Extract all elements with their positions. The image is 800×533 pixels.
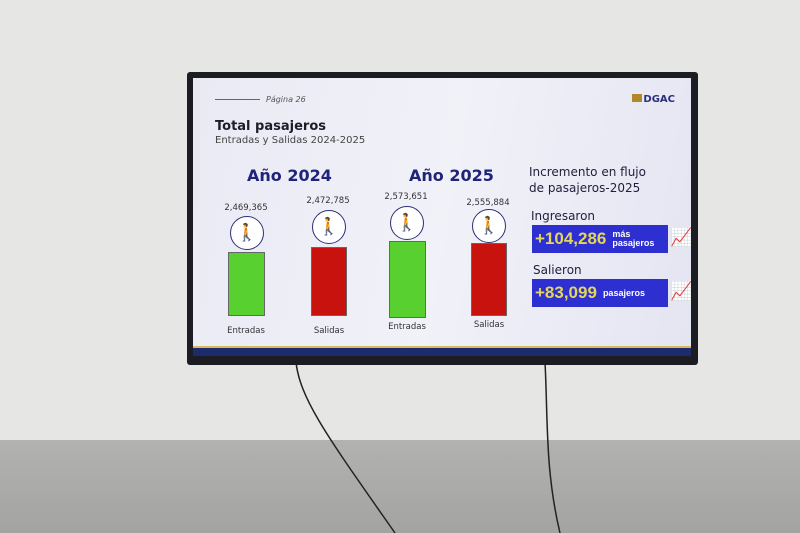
value-2024-salidas: 2,472,785 xyxy=(306,196,350,206)
label-2025-salidas: Salidas xyxy=(473,320,505,330)
bar-2024-salidas xyxy=(311,247,347,316)
value-2024-entradas: 2,469,365 xyxy=(224,203,268,213)
slide: Página 26 DGAC Total pasajeros Entradas … xyxy=(193,78,691,356)
dgac-logo: DGAC xyxy=(632,94,675,105)
salieron-box: +83,099 pasajeros xyxy=(532,279,668,307)
label-2025-entradas: Entradas xyxy=(388,322,426,332)
passenger-arrival-icon: 🚶 xyxy=(230,216,264,250)
bar-2024-entradas xyxy=(228,252,265,316)
floor-wall-band xyxy=(0,440,800,533)
passenger-departure-icon: 🚶 xyxy=(472,209,506,243)
year-2025-heading: Año 2025 xyxy=(409,166,494,185)
ingresaron-box: +104,286 más pasajeros xyxy=(532,225,668,253)
television: Página 26 DGAC Total pasajeros Entradas … xyxy=(187,72,698,365)
year-2024-heading: Año 2024 xyxy=(247,166,332,185)
bar-2025-salidas xyxy=(471,243,507,316)
growth-chart-icon: 📈 xyxy=(670,281,691,302)
growth-chart-icon: 📈 xyxy=(670,227,691,248)
slide-title: Total pasajeros xyxy=(215,119,326,134)
increase-title: Incremento en flujo de pasajeros-2025 xyxy=(529,165,646,195)
bar-2025-entradas xyxy=(389,241,426,318)
ingresaron-heading: Ingresaron xyxy=(531,209,596,223)
label-2024-entradas: Entradas xyxy=(227,326,265,336)
passenger-arrival-icon: 🚶 xyxy=(390,206,424,240)
label-2024-salidas: Salidas xyxy=(313,326,345,336)
passenger-departure-icon: 🚶 xyxy=(312,210,346,244)
value-2025-entradas: 2,573,651 xyxy=(384,192,428,202)
page-number: Página 26 xyxy=(266,95,306,104)
value-2025-salidas: 2,555,884 xyxy=(466,198,510,208)
slide-subtitle: Entradas y Salidas 2024-2025 xyxy=(215,135,366,146)
divider xyxy=(215,99,260,100)
salieron-heading: Salieron xyxy=(533,263,582,277)
footer-stripe xyxy=(193,346,691,356)
